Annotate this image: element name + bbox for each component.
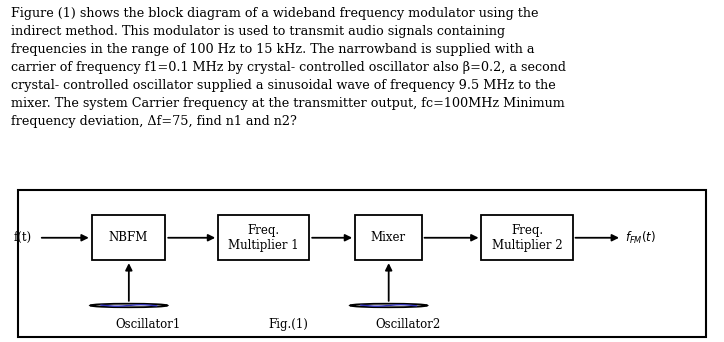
Bar: [481, 215, 573, 260]
Bar: [218, 215, 309, 260]
Text: Figure (1) shows the block diagram of a wideband frequency modulator using the
i: Figure (1) shows the block diagram of a …: [11, 7, 566, 128]
Text: Freq.
Multiplier 1: Freq. Multiplier 1: [228, 224, 299, 252]
Text: Oscillator1: Oscillator1: [115, 318, 180, 331]
Ellipse shape: [350, 304, 427, 307]
Text: Fig.(1): Fig.(1): [269, 318, 308, 331]
Bar: [355, 215, 421, 260]
Text: NBFM: NBFM: [109, 231, 148, 244]
Text: Mixer: Mixer: [371, 231, 406, 244]
Text: Freq.
Multiplier 2: Freq. Multiplier 2: [492, 224, 563, 252]
Text: f(t): f(t): [14, 231, 32, 244]
Text: Oscillator2: Oscillator2: [375, 318, 440, 331]
Bar: [92, 215, 165, 260]
Ellipse shape: [90, 304, 167, 307]
Text: $f_{FM}(t)$: $f_{FM}(t)$: [626, 230, 657, 246]
